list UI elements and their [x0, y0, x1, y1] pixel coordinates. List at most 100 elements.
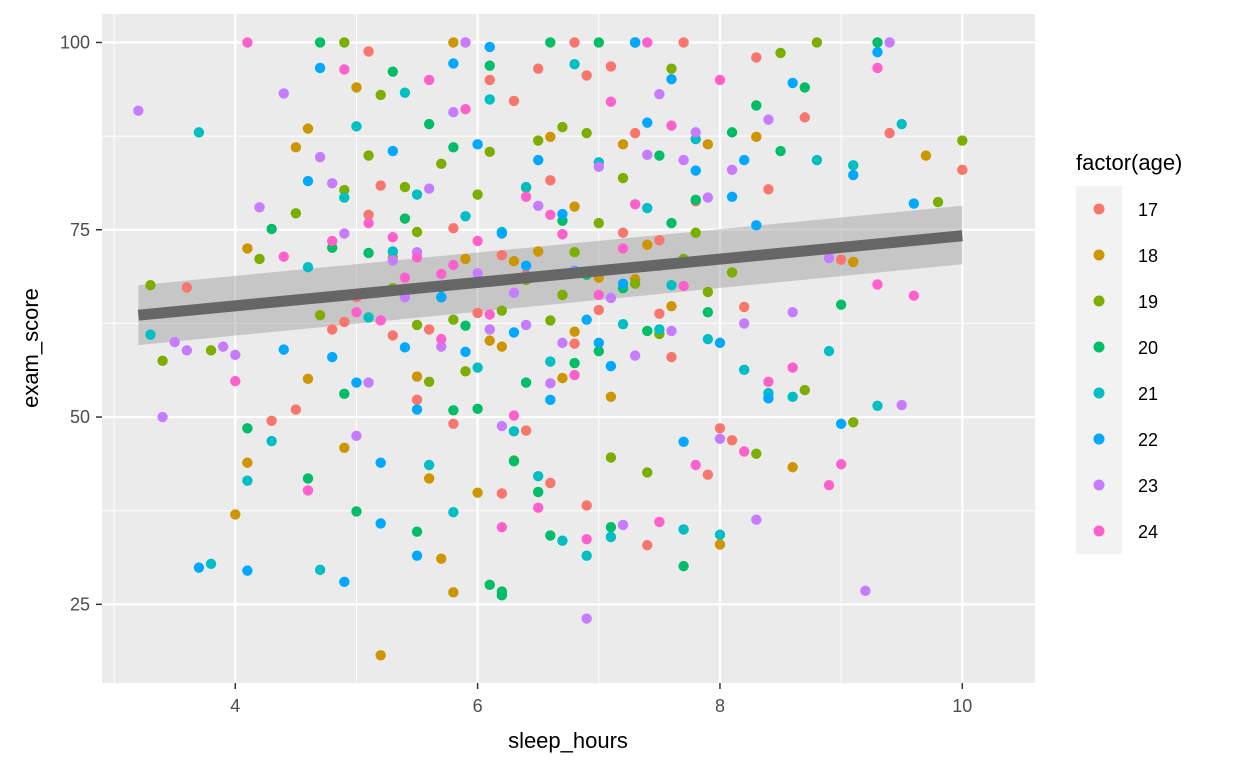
- data-point: [763, 114, 774, 125]
- data-point: [290, 404, 302, 415]
- data-point: [375, 89, 386, 101]
- data-point: [835, 299, 847, 310]
- data-point: [375, 650, 386, 661]
- data-point: [642, 325, 653, 337]
- data-point: [884, 127, 895, 139]
- data-point: [351, 430, 362, 441]
- data-point: [278, 88, 289, 99]
- data-point: [654, 324, 665, 335]
- data-point: [569, 338, 580, 349]
- data-point: [302, 373, 314, 385]
- data-point: [423, 74, 435, 86]
- data-point: [242, 423, 253, 434]
- data-point: [726, 164, 738, 176]
- data-point: [751, 100, 762, 111]
- data-point: [472, 362, 483, 373]
- data-point: [460, 346, 471, 358]
- data-point: [399, 181, 411, 193]
- data-point: [751, 52, 762, 63]
- data-point: [169, 336, 180, 348]
- data-point: [848, 160, 859, 171]
- data-point: [569, 201, 580, 212]
- data-point: [702, 333, 714, 345]
- data-point: [545, 131, 556, 143]
- data-point: [363, 209, 374, 220]
- data-point: [787, 77, 798, 89]
- data-point: [411, 319, 423, 331]
- data-point: [678, 280, 689, 292]
- data-point: [605, 96, 617, 107]
- data-point: [448, 418, 459, 429]
- data-point: [520, 181, 532, 193]
- data-point: [654, 516, 665, 528]
- data-point: [266, 435, 277, 447]
- data-point: [423, 459, 435, 471]
- data-point: [751, 448, 762, 459]
- data-point: [654, 150, 665, 161]
- data-point: [363, 247, 374, 259]
- data-point: [484, 335, 495, 346]
- data-point: [654, 88, 665, 100]
- data-point: [448, 58, 459, 69]
- data-point: [339, 192, 350, 203]
- data-point: [581, 127, 592, 139]
- data-point: [726, 267, 738, 278]
- data-point: [351, 306, 362, 318]
- data-point: [751, 220, 762, 231]
- data-point: [557, 372, 568, 384]
- legend-key: [1093, 341, 1105, 353]
- legend-label: 24: [1138, 522, 1158, 542]
- data-point: [411, 189, 423, 200]
- data-point: [714, 74, 726, 86]
- data-point: [375, 518, 386, 529]
- legend: factor(age) 17 18 19 20 21 22 23 24: [1076, 150, 1182, 554]
- data-point: [266, 415, 277, 426]
- data-point: [339, 228, 350, 239]
- data-point: [557, 337, 568, 349]
- data-point: [714, 529, 726, 540]
- data-point: [642, 467, 653, 478]
- data-point: [617, 227, 629, 238]
- data-point: [593, 161, 604, 173]
- data-point: [848, 256, 859, 268]
- data-point: [763, 184, 774, 195]
- data-point: [411, 394, 423, 406]
- data-point: [569, 357, 580, 369]
- data-point: [448, 37, 459, 48]
- data-point: [460, 103, 471, 115]
- data-point: [605, 292, 617, 304]
- data-point: [557, 535, 568, 546]
- data-point: [339, 64, 350, 75]
- data-point: [375, 315, 386, 326]
- data-point: [460, 366, 471, 377]
- data-point: [581, 613, 592, 624]
- legend-label: 18: [1138, 246, 1158, 266]
- data-point: [569, 247, 580, 258]
- data-point: [484, 324, 495, 335]
- data-point: [726, 191, 738, 202]
- legend-label: 19: [1138, 292, 1158, 312]
- data-point: [242, 475, 253, 486]
- data-point: [593, 37, 604, 48]
- data-point: [642, 117, 653, 128]
- data-point: [569, 37, 580, 48]
- data-point: [957, 135, 968, 146]
- data-point: [629, 37, 641, 48]
- data-point: [387, 145, 399, 157]
- data-point: [617, 519, 629, 531]
- y-tick-label: 50: [70, 407, 90, 427]
- data-point: [399, 342, 411, 353]
- data-point: [787, 391, 798, 403]
- data-point: [642, 539, 653, 551]
- data-point: [472, 189, 483, 200]
- data-point: [545, 315, 556, 326]
- data-point: [932, 196, 944, 208]
- data-point: [411, 226, 423, 238]
- data-point: [787, 362, 798, 373]
- data-point: [617, 139, 629, 150]
- data-point: [751, 131, 762, 143]
- data-point: [472, 139, 483, 150]
- data-point: [860, 585, 871, 597]
- data-point: [872, 400, 883, 412]
